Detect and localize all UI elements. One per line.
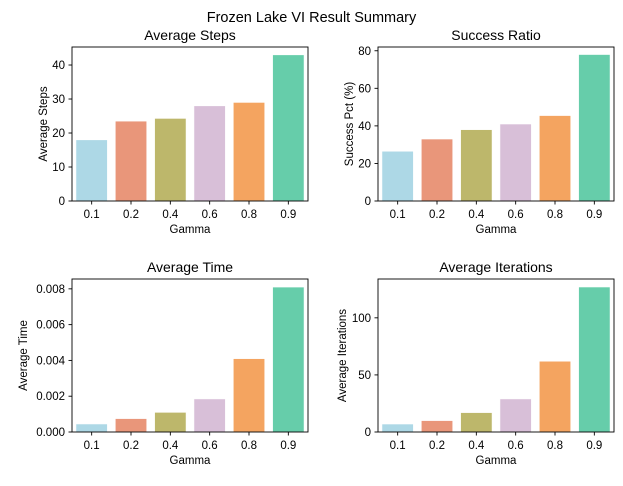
success-ratio-bar-0_4 [460, 129, 493, 202]
average-iterations-bar-0_1 [381, 423, 414, 433]
average-steps-ytick-label: 30 [52, 94, 65, 106]
average-steps-bar-0_2 [114, 120, 148, 202]
success-ratio-ylabel: Success Pct (%) [344, 82, 356, 167]
average-steps-xtick-label: 0.6 [202, 209, 218, 221]
average-iterations-xlabel: Gamma [476, 455, 518, 467]
success-ratio-title: Success Ratio [451, 27, 541, 43]
figure-suptitle: Frozen Lake VI Result Summary [207, 10, 417, 26]
chart-panel-average-time: 0.1 0.2 0.4 0.6 0.8 0.9 0.000 0.002 0.004 0.006 0.… [18, 259, 309, 467]
average-steps-ytick-label: 40 [52, 60, 65, 72]
chart-panel-success-ratio: 0.1 0.2 0.4 0.6 0.8 0.9 0 20 40 60 80 Success Ratio… [344, 27, 615, 236]
success-ratio-xtick-label: 0.2 [429, 209, 445, 221]
average-iterations-bar-0_9 [578, 286, 611, 433]
average-steps-bar-0_6 [193, 105, 226, 202]
average-iterations-xtick-label: 0.1 [390, 440, 406, 452]
average-time-xtick-label: 0.6 [202, 440, 218, 452]
average-iterations-bar-0_4 [460, 412, 493, 433]
average-steps-ylabel: Average Steps [38, 86, 50, 161]
average-steps-bar-0_9 [272, 54, 305, 202]
average-time-bar-0_1 [75, 423, 108, 433]
average-steps-xlabel: Gamma [170, 224, 212, 236]
average-time-title: Average Time [147, 259, 233, 275]
average-steps-xtick-label: 0.1 [84, 209, 100, 221]
average-steps-axes-frame [71, 46, 309, 202]
average-time-bar-0_4 [154, 412, 187, 433]
average-iterations-xtick-label: 0.4 [468, 440, 485, 452]
average-time-ytick-label: 0.008 [36, 284, 65, 296]
success-ratio-ytick-label: 40 [358, 121, 371, 133]
average-iterations-xtick-label: 0.2 [429, 440, 445, 452]
average-time-ytick-label: 0.006 [36, 320, 65, 332]
average-iterations-ytick-label: 50 [358, 370, 371, 382]
success-ratio-xtick-label: 0.8 [547, 209, 563, 221]
success-ratio-bar-0_8 [538, 115, 572, 202]
success-ratio-xtick-label: 0.1 [390, 209, 406, 221]
average-iterations-xtick-label: 0.9 [586, 440, 602, 452]
average-iterations-xtick-label: 0.6 [508, 440, 524, 452]
average-iterations-ytick-label: 100 [352, 313, 371, 325]
average-time-xtick-label: 0.2 [123, 440, 139, 452]
average-time-bar-0_8 [232, 358, 266, 433]
average-steps-xtick-label: 0.2 [123, 209, 139, 221]
average-iterations-xtick-label: 0.8 [547, 440, 563, 452]
average-iterations-title: Average Iterations [439, 259, 552, 275]
success-ratio-bar-0_1 [381, 150, 414, 202]
average-iterations-ytick-label: 0 [365, 427, 371, 439]
success-ratio-bar-0_2 [420, 138, 454, 202]
chart-panel-average-steps: 0.1 0.2 0.4 0.6 0.8 0.9 0 10 20 30 40 Average Steps… [38, 27, 309, 236]
average-iterations-axes-frame [377, 278, 615, 433]
average-time-xtick-label: 0.9 [280, 440, 296, 452]
success-ratio-xtick-label: 0.4 [468, 209, 485, 221]
average-time-bar-0_6 [193, 398, 226, 433]
average-time-bar-0_9 [272, 286, 305, 433]
average-time-xtick-label: 0.1 [84, 440, 100, 452]
average-steps-xtick-label: 0.4 [162, 209, 179, 221]
average-time-ytick-label: 0.004 [36, 355, 65, 367]
success-ratio-xtick-label: 0.6 [508, 209, 524, 221]
average-iterations-bar-0_8 [538, 360, 572, 433]
success-ratio-bar-0_6 [499, 123, 532, 202]
average-iterations-bar-0_6 [499, 398, 532, 433]
average-steps-title: Average Steps [144, 27, 236, 43]
success-ratio-xlabel: Gamma [476, 224, 518, 236]
average-time-ytick-label: 0.000 [36, 427, 65, 439]
success-ratio-ytick-label: 20 [358, 158, 371, 170]
average-steps-bar-0_1 [75, 139, 108, 202]
average-steps-ytick-label: 10 [52, 162, 65, 174]
average-time-xtick-label: 0.8 [241, 440, 257, 452]
success-ratio-ytick-label: 0 [365, 196, 371, 208]
average-time-xtick-label: 0.4 [162, 440, 179, 452]
average-steps-xtick-label: 0.8 [241, 209, 257, 221]
average-steps-bar-0_8 [232, 102, 266, 202]
average-time-ytick-label: 0.002 [36, 391, 65, 403]
average-time-ylabel: Average Time [18, 320, 30, 391]
success-ratio-xtick-label: 0.9 [586, 209, 602, 221]
average-steps-ytick-label: 20 [52, 128, 65, 140]
success-ratio-axes-frame [377, 46, 615, 202]
average-steps-bar-0_4 [154, 118, 187, 202]
average-steps-ytick-label: 0 [59, 196, 65, 208]
average-time-bar-0_2 [114, 418, 148, 433]
success-ratio-ytick-label: 80 [358, 46, 371, 58]
average-iterations-ylabel: Average Iterations [337, 309, 349, 402]
average-time-axes-frame [71, 278, 309, 433]
success-ratio-bar-0_9 [578, 54, 611, 202]
average-iterations-bar-0_2 [420, 420, 454, 433]
average-time-xlabel: Gamma [170, 455, 212, 467]
success-ratio-ytick-label: 60 [358, 83, 371, 95]
average-steps-xtick-label: 0.9 [280, 209, 296, 221]
